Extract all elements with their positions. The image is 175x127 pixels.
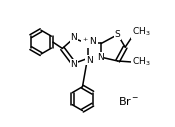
Text: CH$_3$: CH$_3$ [132, 56, 150, 68]
Text: S: S [115, 30, 121, 39]
Text: CH$_3$: CH$_3$ [132, 26, 150, 38]
Text: N: N [97, 53, 103, 62]
Text: Br$^-$: Br$^-$ [118, 95, 140, 107]
Text: N: N [70, 33, 77, 42]
Text: $^+$N: $^+$N [81, 36, 97, 47]
Text: N: N [70, 60, 77, 69]
Text: N: N [86, 56, 93, 65]
